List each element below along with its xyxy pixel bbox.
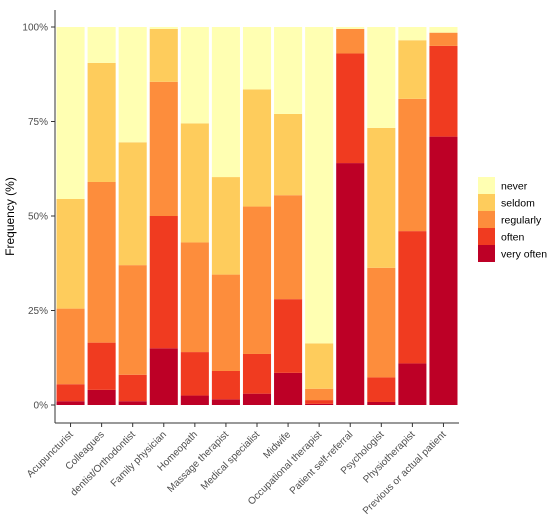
bars-group [56,27,458,405]
bar-segment-regularly [274,195,303,300]
bar-segment-never [180,27,209,124]
bar-segment-seldom [87,62,116,182]
bar-segment-never [118,27,147,143]
bar-segment-very-often [211,399,240,405]
bar-segment-very-often [305,403,334,405]
bar-segment-regularly [305,388,334,401]
bar-segment-very-often [180,395,209,405]
bar-segment-often [305,400,334,404]
legend-label: never [501,181,528,193]
bar-segment-seldom [305,343,334,389]
y-tick-label: 0% [34,401,49,412]
x-tick-label: Family physician [109,429,169,489]
y-tick-label: 100% [22,23,48,34]
bar-segment-often [180,352,209,396]
bar-segment-regularly [87,181,116,343]
bar-segment-never [367,27,396,128]
bar-segment-seldom [367,127,396,268]
bar-segment-never [149,27,178,29]
bar-segment-never [305,27,334,344]
bar-segment-very-often [149,348,178,405]
bar-segment-regularly [211,274,240,371]
y-axis-title: Frequency (%) [3,177,17,256]
bar-segment-seldom [242,89,272,207]
y-tick-label: 25% [28,306,48,317]
legend-key-never [478,177,495,194]
legend-key-very-often [478,245,495,262]
x-axis-ticks: AcupuncturistColleaguesdentist/Orthodont… [25,423,449,517]
bar-segment-regularly [336,28,365,54]
bar-segment-regularly [367,267,396,378]
x-tick-label: Medical specialist [199,429,262,492]
bar-segment-seldom [274,113,303,196]
bar-segment-never [274,27,303,114]
bar-segment-seldom [56,198,85,309]
legend-key-regularly [478,211,495,228]
bar-segment-very-often [56,401,85,405]
bar-segment-never [429,27,458,33]
bar-segment-often [398,231,427,364]
bar-segment-often [242,353,272,394]
bar-segment-seldom [180,123,209,243]
bar-segment-regularly [56,308,85,385]
legend-label: regularly [501,215,542,227]
bar-segment-often [149,216,178,349]
legend-label: often [501,232,525,244]
bar-segment-never [398,27,427,41]
legend-key-seldom [478,194,495,211]
bar-segment-regularly [429,32,458,46]
bar-segment-often [367,377,396,402]
bar-segment-seldom [398,40,427,99]
y-tick-label: 75% [28,117,48,128]
bar-segment-often [429,45,458,137]
bar-segment-very-often [429,136,458,405]
bar-segment-never [242,27,272,90]
bar-segment-very-often [118,401,147,405]
bar-segment-often [336,53,365,164]
bar-segment-very-often [398,363,427,405]
legend-label: very often [501,249,547,261]
bar-segment-very-often [367,401,396,405]
bar-segment-regularly [118,265,147,375]
legend-label: seldom [501,198,535,210]
bar-segment-never [87,27,116,63]
bar-segment-often [56,384,85,402]
bar-segment-very-often [87,389,116,405]
bar-segment-regularly [180,242,209,353]
bar-segment-regularly [398,98,427,232]
bar-segment-often [87,342,116,390]
legend: never seldom regularly often very often [478,177,547,262]
bar-segment-seldom [149,28,178,82]
legend-key-often [478,228,495,245]
bar-segment-often [118,374,147,402]
bar-segment-seldom [118,142,147,266]
bar-segment-never [56,27,85,199]
y-axis-ticks: 0% 25% 50% 75% 100% [22,23,55,412]
y-tick-label: 50% [28,212,48,223]
bar-segment-very-often [274,372,303,405]
bar-segment-often [274,299,303,373]
bar-segment-very-often [242,393,272,405]
bar-segment-regularly [149,81,178,216]
bar-segment-never [211,27,240,178]
bar-segment-regularly [242,206,272,354]
bar-segment-often [211,370,240,400]
bar-segment-very-often [336,163,365,405]
bar-segment-never [336,27,365,29]
x-tick-label: Acupuncturist [25,429,76,480]
bar-segment-seldom [211,177,240,275]
